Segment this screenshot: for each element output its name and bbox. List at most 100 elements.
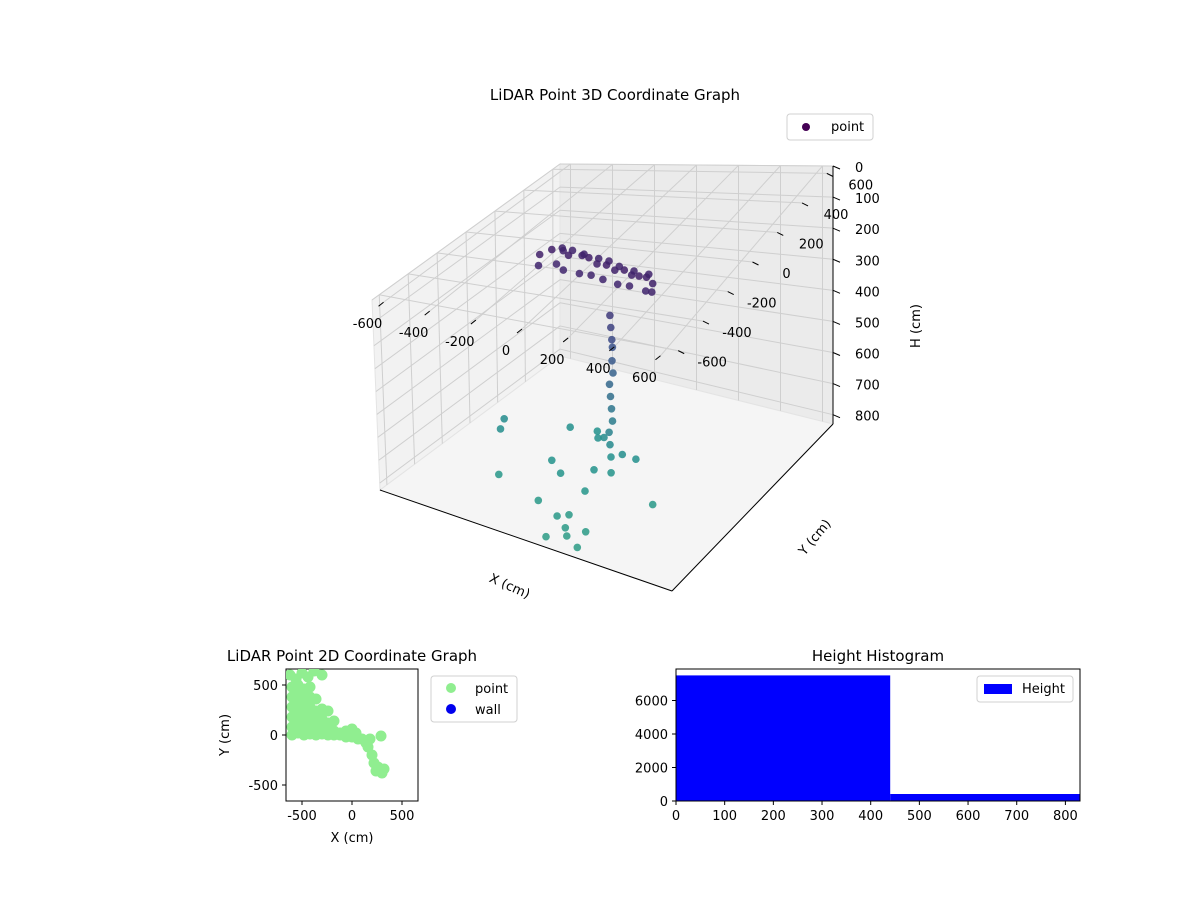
data-point-3d <box>587 271 595 280</box>
data-point-3d <box>563 532 571 540</box>
y-tick-label-3d: 400 <box>824 208 849 223</box>
3d-gridlines <box>371 163 834 485</box>
data-point-3d <box>573 543 582 552</box>
x-tick-mark-3d <box>470 319 477 325</box>
legend-histogram: Height <box>976 675 1074 703</box>
data-point-3d <box>648 279 657 288</box>
z-tick-mark-3d <box>832 289 841 294</box>
data-point-3d <box>607 323 615 332</box>
data-point-2d <box>375 730 387 742</box>
gridline-z-left <box>373 209 561 347</box>
x-axis-label-3d: X (cm) <box>487 571 532 602</box>
y-tick-label-3d: -200 <box>747 297 777 312</box>
data-point-2d <box>304 681 316 693</box>
z-tick-label-3d: 400 <box>855 285 880 300</box>
y-tick-label-histogram: 4000 <box>635 728 668 743</box>
data-point-2d <box>316 669 328 681</box>
histogram-bars <box>676 675 1080 801</box>
plot-border-histogram <box>675 668 1081 802</box>
data-point-3d <box>580 250 588 258</box>
gridline-z-back <box>559 279 834 322</box>
chart-title-histogram: Height Histogram <box>812 647 944 665</box>
x-tick-label-histogram: 700 <box>1004 809 1029 824</box>
data-point-3d <box>632 455 640 464</box>
gridline-z-left <box>376 279 561 415</box>
legend-swatch-height <box>984 684 1012 694</box>
data-point-3d <box>605 257 613 265</box>
data-point-3d <box>558 244 567 252</box>
data-point-3d <box>534 261 543 270</box>
gridline-y-floor <box>465 231 753 263</box>
histogram-axes-ticks: 0 100 200 300 400 500 600 700 800 0 2000 4000 6000 <box>635 694 1078 824</box>
y-tick-label-histogram: 0 <box>660 795 668 810</box>
data-point-2d <box>310 693 322 705</box>
data-point-3d <box>552 260 561 268</box>
gridline-z-back <box>559 209 834 229</box>
data-point-2d <box>378 763 390 775</box>
data-point-3d <box>565 511 573 519</box>
z-tick-label-3d: 300 <box>855 254 880 269</box>
data-point-3d <box>615 262 624 271</box>
x-tick-label-histogram: 0 <box>672 809 680 824</box>
y-tick-label-2d: -500 <box>248 779 278 794</box>
legend-marker-wall-2d <box>446 704 456 714</box>
data-point-3d <box>559 266 568 274</box>
data-point-3d <box>561 524 570 532</box>
data-point-3d <box>648 288 656 296</box>
x-tick-label-3d: 200 <box>540 353 565 368</box>
x-tick-label-3d: 400 <box>586 362 611 377</box>
y-tick-mark-3d <box>826 172 834 177</box>
gridline-y-left <box>465 231 471 424</box>
data-point-3d <box>581 487 589 495</box>
gridline-z-left <box>371 163 561 301</box>
data-point-3d <box>606 392 615 401</box>
y-tick-mark-3d <box>752 261 759 266</box>
data-point-3d <box>635 272 643 280</box>
legend-label-point-2d: point <box>475 682 508 697</box>
z-tick-mark-3d <box>832 414 841 419</box>
y-tick-label-3d: 200 <box>799 237 824 252</box>
z-tick-label-3d: 800 <box>855 410 880 425</box>
gridline-y-floor <box>408 273 704 322</box>
data-point-3d <box>542 532 550 541</box>
x-tick-label-histogram: 300 <box>810 809 835 824</box>
data-point-3d <box>605 428 613 437</box>
z-tick-label-3d: 700 <box>855 379 880 394</box>
x-tick-label-3d: -600 <box>353 317 383 332</box>
z-axis-label-3d: H (cm) <box>909 304 924 348</box>
data-point-3d <box>609 369 617 377</box>
gridline-y-left <box>378 294 388 485</box>
point-series-2d <box>286 669 390 779</box>
z-tick-label-3d: 100 <box>855 192 880 207</box>
gridline-z-back <box>559 232 834 260</box>
legend-2d: point wall <box>430 675 518 723</box>
data-point-3d <box>613 280 622 289</box>
z-tick-label-3d: 500 <box>855 316 880 331</box>
legend-marker-point-2d <box>446 683 456 693</box>
data-point-3d <box>500 415 509 423</box>
x-tick-label-histogram: 200 <box>761 809 786 824</box>
x-tick-mark-3d <box>378 301 384 307</box>
gridline-y-floor <box>552 168 827 174</box>
y-tick-label-3d: 0 <box>782 267 790 282</box>
data-point-3d <box>590 466 598 474</box>
gridline-z-left <box>377 302 561 438</box>
y-tick-mark-3d <box>727 291 734 295</box>
data-point-3d <box>556 469 565 478</box>
gridline-y-left <box>436 252 443 444</box>
z-tick-mark-3d <box>832 320 841 325</box>
gridline-z-left <box>379 348 561 484</box>
gridline-y-floor <box>494 210 778 233</box>
gridline-z-back <box>559 302 834 353</box>
data-point-3d <box>641 287 650 295</box>
legend-label-point: point <box>831 120 864 135</box>
data-point-3d <box>608 417 617 425</box>
data-point-3d <box>568 246 577 255</box>
z-tick-label-3d: 200 <box>855 223 880 238</box>
data-point-3d <box>608 357 616 365</box>
y-tick-label-3d: -600 <box>697 356 727 371</box>
gridline-z-left <box>378 325 561 461</box>
data-point-3d <box>605 380 614 389</box>
x-tick-mark-3d <box>562 337 569 343</box>
